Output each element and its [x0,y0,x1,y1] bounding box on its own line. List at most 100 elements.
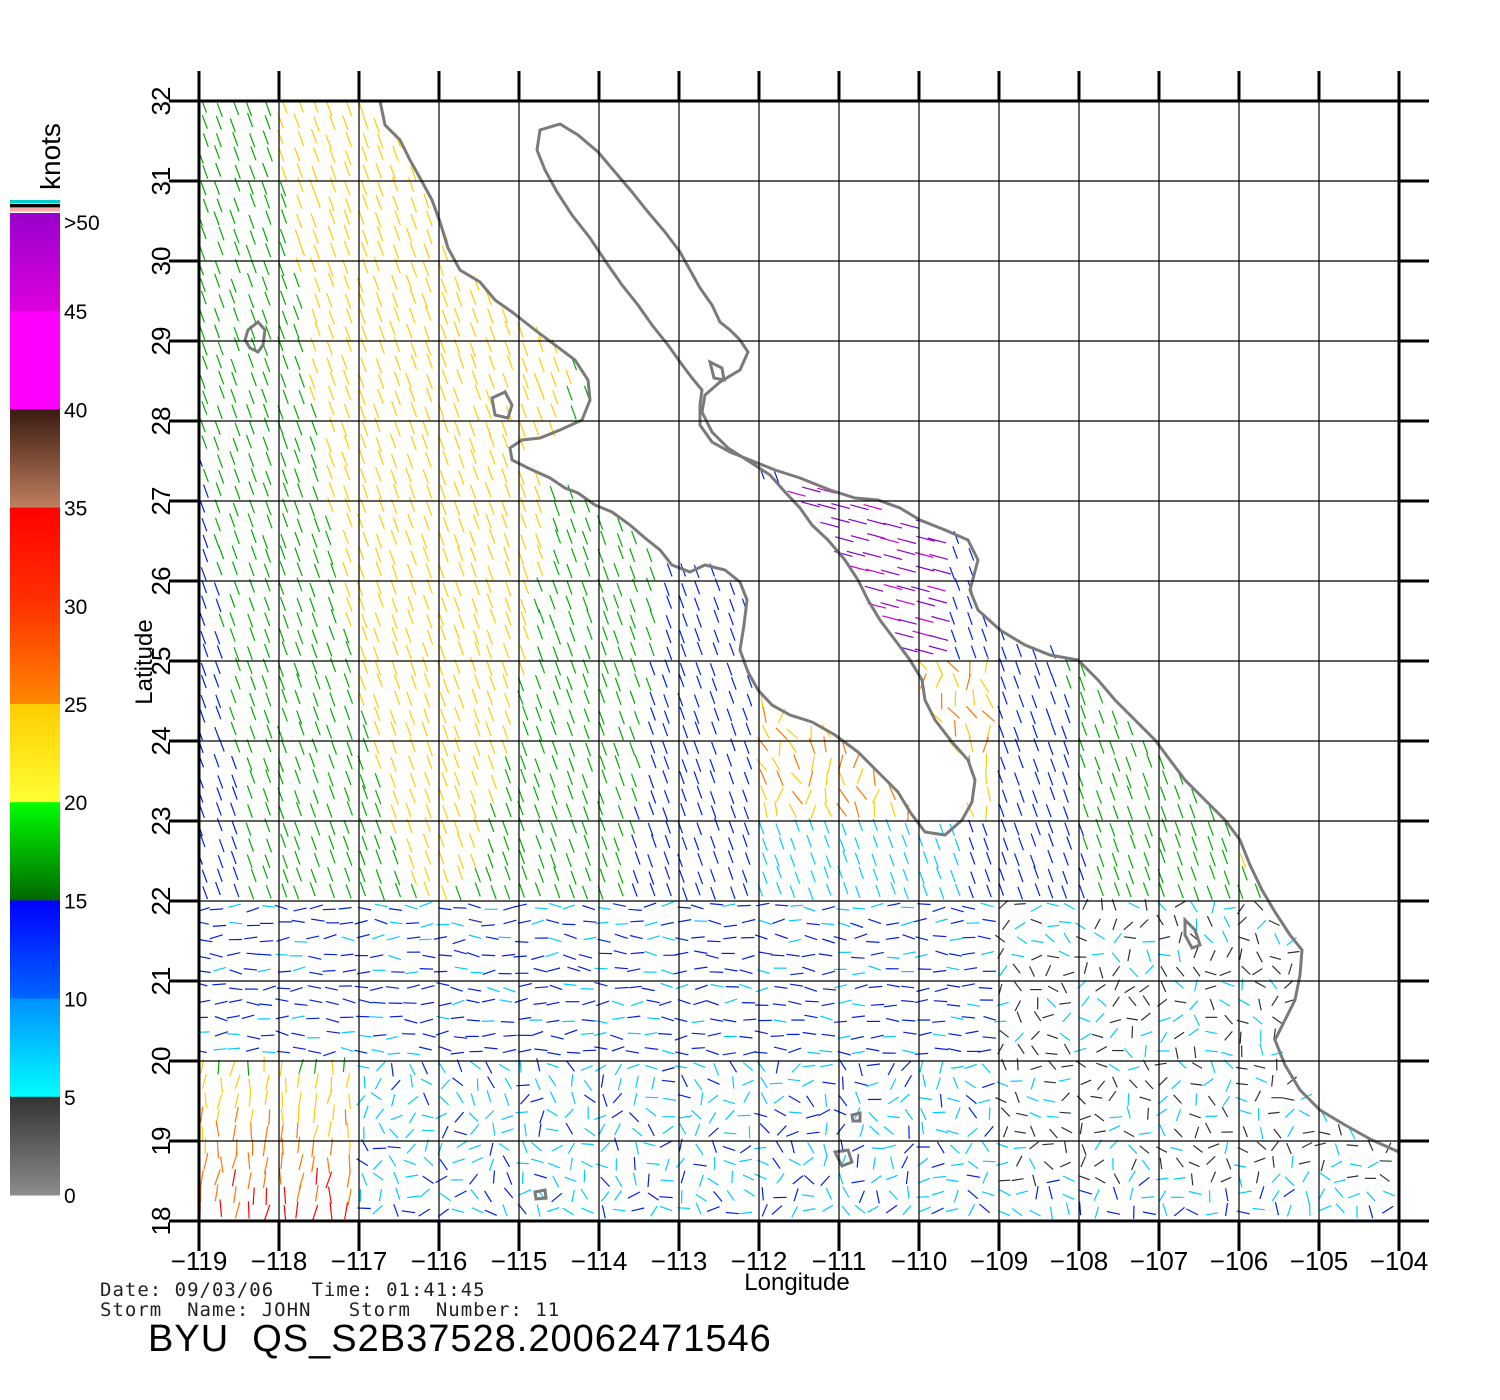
wind-vector [1096,1080,1106,1091]
wind-vector [409,1063,416,1076]
wind-vector [453,533,460,549]
wind-vector [582,673,589,688]
wind-vector [298,740,305,755]
wind-vector [408,419,416,435]
wind-vector [649,739,656,754]
wind-vector [631,1207,645,1212]
wind-vector [644,950,658,957]
wind-vector [617,804,624,819]
wind-vector [964,1142,973,1155]
wind-vector [810,804,817,820]
wind-vector [1112,805,1119,820]
wind-vector [547,1207,560,1213]
wind-vector [407,513,414,529]
wind-vector [1254,901,1264,911]
wind-vector [1256,919,1267,930]
wind-vector [389,710,397,725]
wind-vector [296,294,303,309]
wind-vector [659,1196,673,1199]
wind-vector [970,871,976,885]
wind-vector [1142,940,1155,943]
wind-vector [1034,662,1041,676]
wind-vector [344,150,352,166]
wind-vector [340,1047,354,1052]
wind-vector [533,372,540,388]
wind-vector [1029,854,1036,868]
wind-vector [1139,984,1150,993]
wind-vector [582,1049,597,1052]
wind-vector [361,613,368,629]
wind-vector [724,998,738,1004]
wind-vector [1047,741,1054,756]
wind-vector [406,691,413,707]
wind-vector [1078,1175,1090,1181]
wind-vector [950,919,964,925]
wind-vector [1286,1204,1292,1217]
wind-vector [488,528,496,544]
wind-vector [586,625,593,640]
wind-vector [442,868,449,884]
wind-vector [294,850,301,865]
wind-vector [216,405,223,420]
wind-vector [570,405,577,420]
wind-vector [410,165,417,182]
wind-vector [947,1048,962,1053]
wind-vector [405,530,412,545]
wind-vector [586,757,593,772]
wind-vector [378,339,385,355]
wind-vector [501,308,508,324]
wind-vector [1128,870,1135,885]
wind-vector [901,1019,916,1022]
wind-vector [229,118,236,133]
wind-vector [691,936,705,939]
wind-vector [218,469,225,484]
wind-vector [264,115,271,130]
y-tick-label: 27 [146,487,176,516]
wind-vector [562,923,576,926]
wind-vector [805,789,812,805]
wind-vector [888,784,896,801]
wind-vector [681,582,687,597]
wind-vector [870,1003,885,1006]
wind-vector [729,1060,738,1073]
wind-vector [713,1062,720,1076]
wind-vector [630,920,644,923]
wind-vector [338,907,352,910]
wind-vector [1291,1155,1294,1168]
wind-vector [231,820,238,835]
wind-vector [308,502,316,517]
wind-vector [455,885,462,901]
wind-vector [471,370,479,386]
wind-vector [1242,1126,1248,1138]
wind-vector [887,1096,899,1105]
wind-vector [520,768,527,784]
wind-vector [278,628,285,643]
wind-vector [901,1000,915,1003]
wind-vector [472,755,479,771]
wind-vector [695,1143,704,1155]
wind-vector [266,147,273,162]
wind-vector [536,561,544,576]
wind-vector [951,1163,964,1167]
wind-vector [1267,1111,1280,1115]
wind-vector [324,675,332,690]
wind-vector [218,385,225,399]
wind-vector [870,902,884,908]
wind-vector [754,1146,767,1150]
wind-vector [775,1060,780,1074]
wind-vector [983,837,989,851]
coastline-mainland [378,101,1399,1154]
wind-vector [1219,999,1231,1007]
wind-vector [1015,661,1021,675]
wind-vector [230,850,237,865]
wind-vector [677,906,691,909]
wind-vector [440,324,447,340]
wind-vector [932,935,947,938]
wind-vector [841,823,847,836]
wind-vector [710,983,724,988]
wind-vector [679,1115,693,1119]
wind-vector [1274,1201,1280,1216]
wind-vector [1334,1143,1340,1156]
wind-vector [328,785,336,800]
wind-vector [613,837,620,852]
